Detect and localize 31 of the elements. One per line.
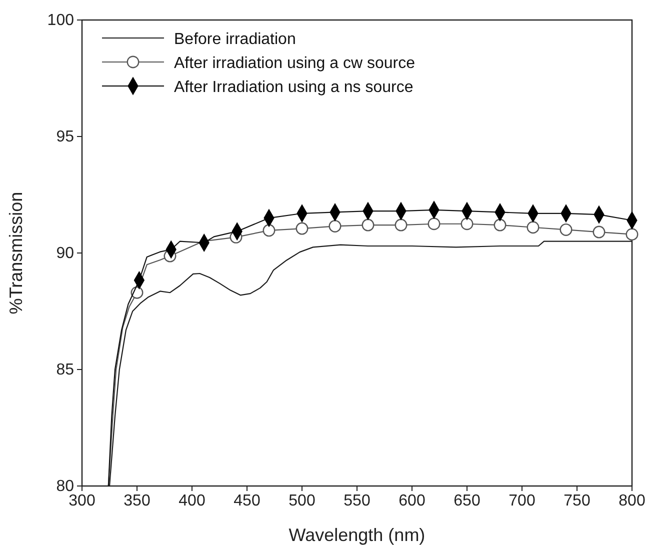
x-tick-label: 800 [618, 492, 646, 510]
y-tick-label: 85 [56, 362, 74, 379]
x-axis-title: Wavelength (nm) [288, 525, 426, 545]
y-axis-title: %Transmission [6, 192, 26, 314]
x-tick-label: 550 [344, 492, 370, 510]
legend-label: After irradiation using a cw source [174, 55, 416, 72]
x-tick-label: 350 [124, 492, 150, 510]
x-tick-label: 600 [398, 492, 426, 510]
x-tick-label: 700 [508, 492, 536, 510]
point [362, 218, 374, 232]
x-tick-label: 500 [288, 492, 316, 510]
point [460, 218, 474, 230]
y-tick-label: 95 [56, 128, 74, 146]
point [428, 218, 440, 230]
y-tick-label: 90 [56, 245, 74, 262]
legend-label: Before irradiation [174, 31, 296, 48]
point [394, 218, 408, 232]
x-tick-label: 400 [178, 492, 206, 510]
legend-label: After Irradiation using a ns source [174, 79, 414, 96]
point [262, 224, 276, 237]
x-tick-label: 650 [454, 492, 480, 510]
point [328, 220, 342, 232]
point [296, 222, 308, 235]
point [626, 228, 638, 241]
point [494, 218, 506, 232]
point [560, 223, 572, 236]
x-tick-label: 450 [234, 492, 260, 510]
point [526, 221, 540, 234]
point [592, 226, 606, 238]
y-tick-label: 100 [47, 12, 74, 30]
x-tick-label: 750 [564, 492, 590, 510]
